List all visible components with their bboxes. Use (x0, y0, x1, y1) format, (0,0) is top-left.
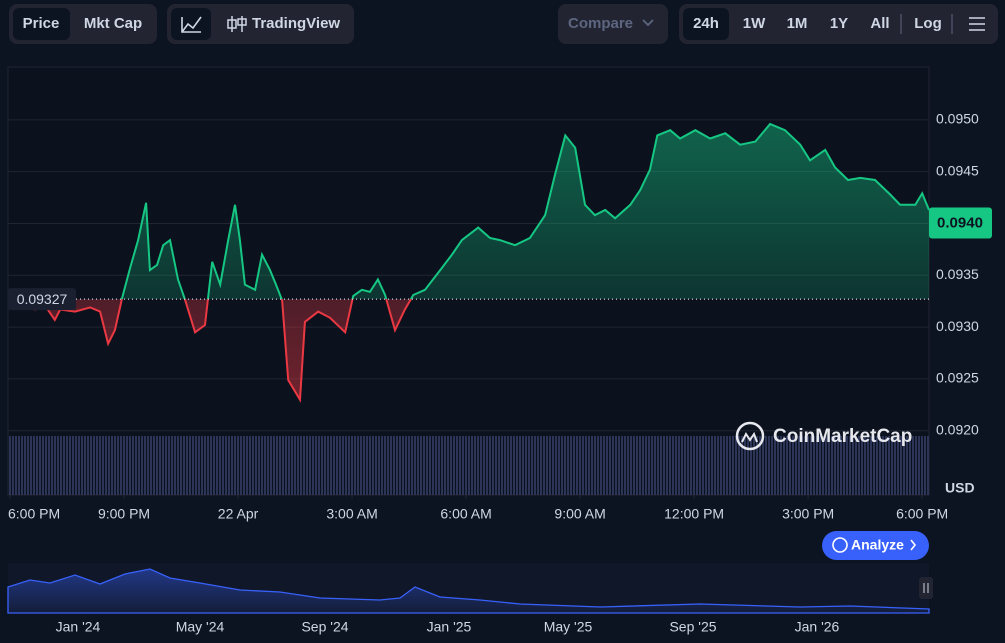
x-tick-label: 6:00 AM (440, 506, 491, 522)
y-tick-label: 0.0950 (936, 111, 979, 127)
range-button[interactable]: 1Y (830, 15, 848, 32)
x-tick-label: 6:00 PM (896, 506, 948, 522)
line-button[interactable] (171, 8, 211, 40)
navigator-label: Sep '24 (301, 619, 348, 635)
line-icon (181, 16, 202, 33)
x-tick-label: 3:00 PM (782, 506, 834, 522)
navigator-label: Jan '25 (427, 619, 472, 635)
settings-icon[interactable] (969, 17, 985, 31)
price-tag (929, 207, 992, 239)
range-active (683, 8, 729, 40)
navigator-label: Jan '26 (795, 619, 840, 635)
analyze-button[interactable] (822, 531, 929, 560)
navigator-label: Sep '25 (669, 619, 716, 635)
y-tick-label: 0.0930 (936, 318, 979, 334)
currency-label: USD (945, 480, 975, 496)
navigator-label: May '25 (544, 619, 593, 635)
range-group (679, 4, 998, 44)
chevron (642, 19, 654, 27)
range-button[interactable]: 1M (787, 15, 808, 32)
y-tick-label: 0.0920 (936, 421, 979, 437)
navigator-label: Jan '24 (56, 619, 101, 635)
chart-type-group (167, 4, 354, 44)
x-tick-label: 3:00 AM (326, 506, 377, 522)
compare-label: Compare (568, 15, 633, 32)
y-tick-label: 0.0935 (936, 266, 979, 282)
area-up (10, 124, 929, 300)
candle-icon (227, 16, 247, 32)
handle-grip (923, 583, 929, 593)
price-label: Price (23, 15, 60, 32)
area-down (10, 299, 929, 400)
x-tick-label: 6:00 PM (8, 506, 60, 522)
price-button[interactable] (13, 8, 70, 40)
navigator-label: May '24 (176, 619, 225, 635)
watermark-mark (741, 431, 758, 443)
line-up (9, 122, 930, 300)
navigator-line (7, 568, 930, 614)
range-button[interactable]: 24h (693, 15, 719, 32)
line-down (9, 299, 413, 403)
watermark-logo (735, 421, 765, 451)
watermark: CoinMarketCap (773, 426, 912, 447)
baseline-label: 0.09327 (17, 291, 68, 307)
price-tag-label: 0.0940 (937, 214, 983, 231)
mktcap-button[interactable]: Mkt Cap (84, 15, 142, 32)
x-tick-label: 22 Apr (218, 506, 259, 522)
x-tick-label: 9:00 PM (98, 506, 150, 522)
compare-button[interactable] (558, 4, 668, 44)
analyze-icon (832, 537, 848, 553)
range-button[interactable]: All (870, 15, 889, 32)
x-tick-label: 9:00 AM (554, 506, 605, 522)
x-tick-label: 12:00 PM (664, 506, 724, 522)
range-button[interactable]: 1W (743, 15, 766, 32)
navigator-handle[interactable] (919, 577, 933, 599)
chevron (910, 539, 917, 551)
log-button[interactable]: Log (914, 15, 942, 32)
y-tick-label: 0.0925 (936, 370, 979, 386)
volume-bars (8, 436, 929, 495)
analyze-label: Analyze (851, 537, 904, 553)
baseline-tag (8, 288, 76, 311)
tradingview-button[interactable]: TradingView (252, 15, 340, 32)
y-tick-label: 0.0945 (936, 162, 979, 178)
